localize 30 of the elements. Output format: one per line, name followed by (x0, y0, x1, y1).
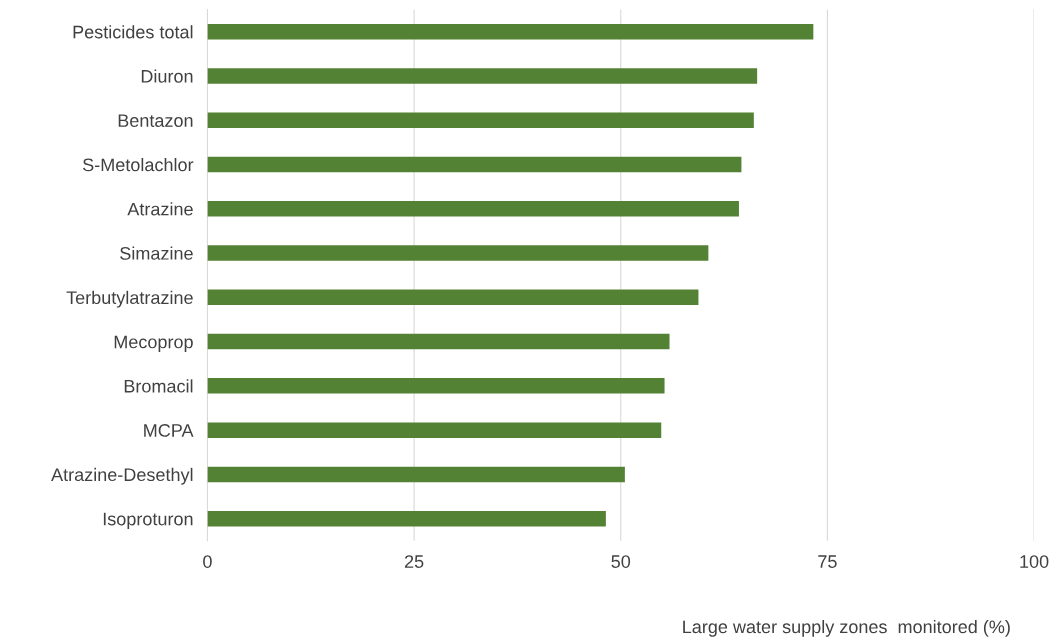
x-tick-label: 25 (404, 555, 424, 568)
x-axis-title: Large water supply zones monitored (%) (683, 619, 1010, 637)
bar (207, 378, 665, 394)
y-tick-label: Mecoprop (114, 335, 193, 352)
y-tick-label: Diuron (141, 69, 193, 83)
bar (207, 156, 742, 173)
y-tick-label: Atrazine-Desethyl (51, 467, 193, 485)
bar (207, 510, 606, 527)
bar (207, 112, 754, 129)
y-tick-label: S-Metolachlor (83, 157, 194, 172)
x-tick-label: 75 (818, 555, 837, 568)
bar (207, 466, 625, 483)
y-tick-label: Atrazine (127, 202, 193, 216)
y-tick-label: Terbutylatrazine (66, 290, 193, 308)
x-tick-label: 50 (611, 555, 631, 568)
y-tick-label: Isoproturon (103, 512, 193, 529)
y-tick-label: Bromacil (124, 379, 193, 393)
x-tick-label: 100 (1020, 555, 1049, 568)
bar (207, 245, 709, 261)
bar (207, 422, 662, 438)
bar (207, 201, 739, 217)
y-tick-label: Bentazon (118, 114, 193, 127)
y-tick-label: Pesticides total (73, 25, 193, 39)
bar (207, 289, 699, 306)
bar (207, 68, 758, 84)
bar (207, 23, 814, 40)
y-tick-label: MCPA (144, 424, 194, 437)
x-tick-label: 0 (203, 555, 212, 568)
bar (207, 333, 670, 350)
y-tick-label: Simazine (120, 246, 193, 260)
